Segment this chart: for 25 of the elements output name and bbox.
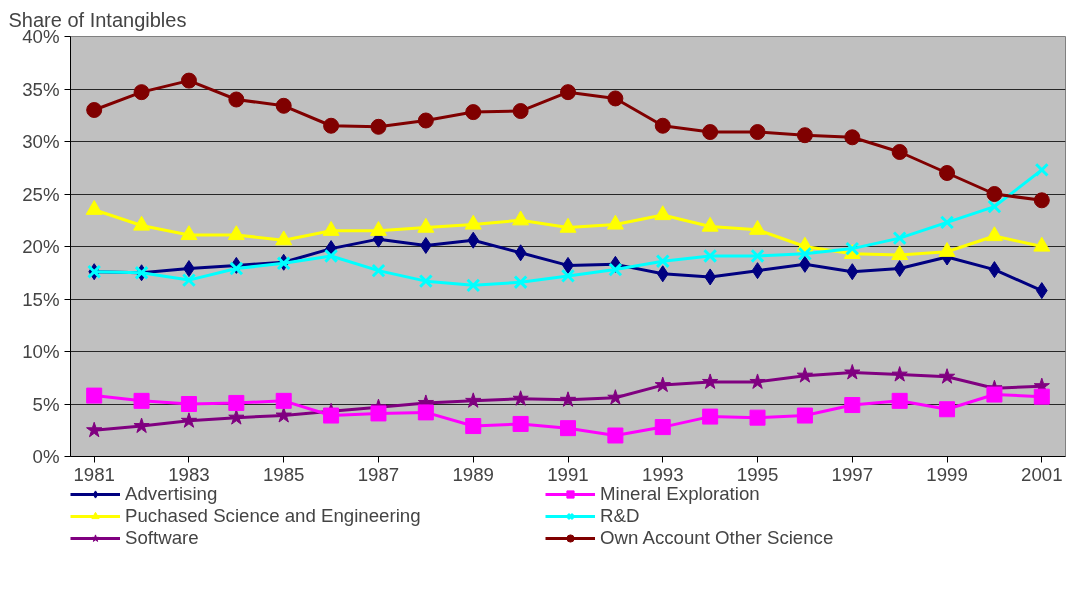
y-tick-label: 25%	[22, 183, 60, 205]
x-tick-label: 1997	[831, 463, 874, 485]
x-tick-label: 1995	[736, 463, 779, 485]
legend-label: Advertising	[125, 483, 219, 505]
legend-label: R&D	[600, 505, 641, 527]
x-tick-label: 1993	[642, 463, 684, 485]
x-tick-label: 1981	[73, 463, 115, 485]
legend-label: Software	[125, 527, 200, 549]
y-tick-label: 10%	[22, 341, 60, 362]
y-tick-label: 0%	[32, 446, 60, 467]
y-tick-label: 20%	[22, 236, 60, 257]
x-tick-label: 2001	[1021, 463, 1063, 485]
x-tick-label: 1989	[452, 463, 494, 485]
x-tick-label: 1983	[168, 463, 210, 485]
y-tick-label: 30%	[22, 131, 60, 152]
legend-label: Own Account Other Science	[600, 527, 835, 549]
legend-label: Puchased Science and Engineering	[125, 505, 422, 527]
x-tick-label: 1991	[547, 463, 589, 485]
y-tick-label: 35%	[22, 78, 60, 100]
y-tick-label: 15%	[22, 288, 60, 310]
y-tick-label: 5%	[32, 393, 60, 415]
x-tick-label: 1987	[357, 463, 400, 485]
x-tick-label: 1985	[262, 463, 305, 485]
x-tick-label: 1999	[926, 463, 968, 485]
legend-label: Mineral Exploration	[600, 483, 761, 505]
